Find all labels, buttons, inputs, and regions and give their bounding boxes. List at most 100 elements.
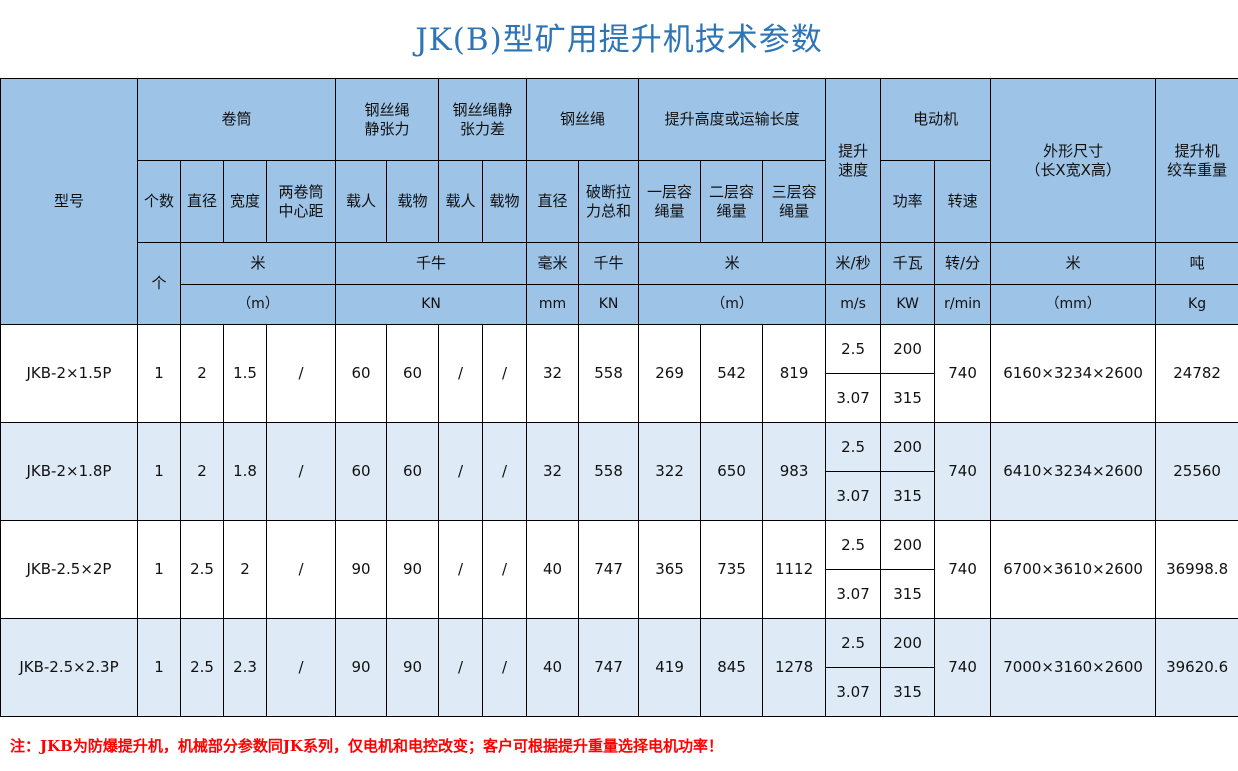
unit-height-cn: 米 bbox=[638, 242, 827, 285]
cell-speed: 2.5 bbox=[825, 520, 882, 570]
header-rotation: 转速 bbox=[934, 160, 992, 243]
cell-rope-d: 40 bbox=[526, 618, 580, 717]
cell-diameter: 2.5 bbox=[180, 618, 224, 717]
header-cargo-diff: 载物 bbox=[482, 160, 528, 243]
table-subrow: 3.07 315 bbox=[1, 471, 1238, 521]
cell-model: JKB-2.5×2.3P bbox=[0, 618, 138, 717]
cell-l1: 419 bbox=[638, 618, 702, 717]
cell-power: 315 bbox=[880, 569, 936, 619]
cell-breaking: 558 bbox=[578, 422, 640, 521]
cell-weight: 24782 bbox=[1155, 324, 1238, 423]
cell-weight: 25560 bbox=[1155, 422, 1238, 521]
unit-kn-cn: 千牛 bbox=[335, 242, 528, 285]
unit-count: 个 bbox=[137, 242, 181, 325]
unit-m-cn: 米 bbox=[179, 242, 337, 285]
cell-width: 2.3 bbox=[223, 618, 267, 717]
table-row: JKB-2×1.8P 1 2 1.8/60 60//32 558 322 650 983 2.5 2… bbox=[0, 422, 1238, 521]
unit-mm-cn: 毫米 bbox=[526, 242, 580, 285]
cell-manned: 60 bbox=[335, 324, 388, 423]
header-dimensions: 外形尺寸 （长X宽X高） bbox=[990, 78, 1157, 243]
cell-power: 200 bbox=[880, 422, 936, 472]
cell-l2: 542 bbox=[700, 324, 764, 423]
unit-rot-cn: 转/分 bbox=[934, 242, 992, 285]
cell-speed: 3.07 bbox=[825, 667, 882, 717]
unit-height-en: （m） bbox=[638, 284, 827, 325]
cell-cargo-diff: / bbox=[482, 618, 528, 717]
cell-power: 200 bbox=[880, 618, 936, 668]
cell-l2: 845 bbox=[700, 618, 764, 717]
unit-dim-cn: 米 bbox=[990, 242, 1157, 285]
cell-model: JKB-2×1.5P bbox=[0, 324, 138, 423]
cell-center: / bbox=[265, 324, 337, 423]
header-manned-diff: 载人 bbox=[438, 160, 484, 243]
cell-diameter: 2.5 bbox=[180, 520, 224, 619]
header-layer3: 三层容 绳量 bbox=[762, 160, 827, 243]
cell-manned: 60 bbox=[335, 422, 388, 521]
unit-dim-en: （mm） bbox=[990, 284, 1157, 325]
header-layer1: 一层容 绳量 bbox=[638, 160, 702, 243]
cell-power: 200 bbox=[880, 324, 936, 374]
header-rope-static-tension-diff: 钢丝绳静 张力差 bbox=[438, 78, 528, 161]
cell-cargo-diff: / bbox=[482, 324, 528, 423]
cell-cargo-diff: / bbox=[482, 520, 528, 619]
cell-width: 1.5 bbox=[223, 324, 267, 423]
unit-power-en: KW bbox=[880, 284, 936, 325]
cell-cargo: 60 bbox=[386, 324, 440, 423]
cell-speed: 3.07 bbox=[825, 471, 882, 521]
cell-power: 315 bbox=[880, 373, 936, 423]
cell-rope-d: 32 bbox=[526, 422, 580, 521]
header-drum-diameter: 直径 bbox=[180, 160, 224, 243]
cell-diameter: 2 bbox=[180, 422, 224, 521]
cell-count: 1 bbox=[137, 324, 181, 423]
cell-diameter: 2 bbox=[180, 324, 224, 423]
cell-power: 315 bbox=[880, 471, 936, 521]
cell-model: JKB-2.5×2P bbox=[0, 520, 138, 619]
header-breaking-force: 破断拉 力总和 bbox=[578, 160, 640, 243]
table-row: JKB-2×1.5P 1 2 1.5/60 60//32 558 269 542 819 2.5 2… bbox=[0, 324, 1238, 423]
cell-l3: 819 bbox=[762, 324, 827, 423]
cell-breaking: 747 bbox=[578, 520, 640, 619]
cell-speed: 3.07 bbox=[825, 569, 882, 619]
header-lift-speed: 提升 速度 bbox=[825, 78, 882, 243]
cell-manned: 90 bbox=[335, 618, 388, 717]
cell-l1: 322 bbox=[638, 422, 702, 521]
unit-weight-cn: 吨 bbox=[1155, 242, 1238, 285]
cell-dims: 6160×3234×2600 bbox=[990, 324, 1157, 423]
cell-l2: 735 bbox=[700, 520, 764, 619]
header-layer2: 二层容 绳量 bbox=[700, 160, 764, 243]
footnote: 注：JKB为防爆提升机，机械部分参数同JK系列，仅电机和电控改变；客户可根据提升… bbox=[10, 737, 723, 755]
cell-manned-diff: / bbox=[438, 324, 484, 423]
cell-l3: 983 bbox=[762, 422, 827, 521]
cell-dims: 6700×3610×2600 bbox=[990, 520, 1157, 619]
spec-table: 型号 卷筒 钢丝绳 静张力 钢丝绳静 张力差 钢丝绳 提升高度或运输长度 提升 … bbox=[0, 78, 1238, 717]
header-manned: 载人 bbox=[335, 160, 388, 243]
header-drum: 卷筒 bbox=[136, 78, 337, 161]
unit-mm-en: mm bbox=[526, 284, 580, 325]
cell-cargo-diff: / bbox=[482, 422, 528, 521]
unit-kn2-cn: 千牛 bbox=[578, 242, 640, 285]
cell-power: 315 bbox=[880, 667, 936, 717]
header-rope-static-tension: 钢丝绳 静张力 bbox=[335, 78, 440, 161]
header-rope: 钢丝绳 bbox=[526, 78, 640, 161]
table-subrow: 3.07 315 bbox=[1, 667, 1238, 717]
cell-rope-d: 32 bbox=[526, 324, 580, 423]
header-rope-diameter: 直径 bbox=[526, 160, 580, 243]
cell-manned-diff: / bbox=[438, 422, 484, 521]
cell-rpm: 740 bbox=[934, 422, 992, 521]
cell-manned-diff: / bbox=[438, 520, 484, 619]
cell-cargo: 60 bbox=[386, 422, 440, 521]
cell-breaking: 747 bbox=[578, 618, 640, 717]
cell-speed: 2.5 bbox=[825, 618, 882, 668]
cell-speed: 2.5 bbox=[825, 422, 882, 472]
header-model: 型号 bbox=[0, 78, 138, 325]
cell-l1: 365 bbox=[638, 520, 702, 619]
cell-center: / bbox=[265, 618, 337, 717]
cell-power: 200 bbox=[880, 520, 936, 570]
cell-manned: 90 bbox=[335, 520, 388, 619]
unit-weight-en: Kg bbox=[1155, 284, 1238, 325]
unit-m-en: （m） bbox=[179, 284, 337, 325]
cell-model: JKB-2×1.8P bbox=[0, 422, 138, 521]
header-count: 个数 bbox=[137, 160, 181, 243]
page-title: JK(B)型矿用提升机技术参数 bbox=[415, 22, 823, 58]
cell-count: 1 bbox=[137, 520, 181, 619]
